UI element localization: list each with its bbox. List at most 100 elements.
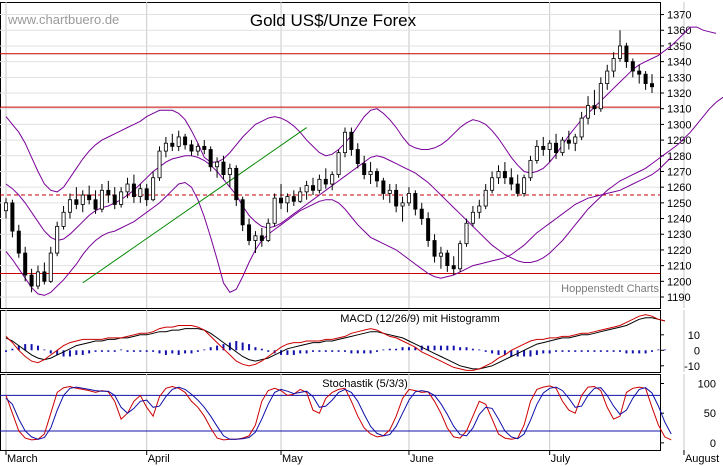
candle-body-35 [227, 167, 232, 176]
candle-body-11 [74, 199, 79, 205]
candle-body-45 [291, 196, 296, 202]
candle-body-71 [458, 243, 463, 270]
stoch-ytick-label-0: 0 [710, 438, 716, 450]
candle-body-75 [483, 189, 488, 207]
ytick-label-1320: 1320 [667, 88, 691, 100]
candle-body-79 [509, 177, 514, 185]
candle-body-12 [80, 194, 85, 205]
candle-body-6 [42, 271, 47, 282]
candle-body-84 [541, 145, 546, 150]
candle-body-64 [413, 193, 418, 210]
candle-body-43 [279, 197, 284, 204]
candle-body-53 [342, 131, 347, 154]
ytick-label-1220: 1220 [667, 245, 691, 257]
candle-body-49 [317, 178, 322, 191]
candle-body-48 [311, 185, 316, 191]
candle-body-74 [477, 205, 482, 213]
chart-title: Gold US$/Unze Forex [250, 11, 417, 30]
macd-line-0 [5, 317, 665, 370]
candle-body-81 [522, 177, 527, 194]
ytick-label-1300: 1300 [667, 119, 691, 131]
candle-body-31 [202, 145, 207, 150]
ytick-label-1340: 1340 [667, 57, 691, 69]
candle-body-22 [144, 188, 149, 201]
ytick-label-1260: 1260 [667, 182, 691, 194]
stoch-ytick-label-50: 50 [704, 408, 716, 420]
ytick-label-1350: 1350 [667, 41, 691, 53]
candle-body-13 [87, 194, 92, 201]
stoch-line-0 [5, 385, 672, 441]
candle-body-4 [29, 274, 34, 287]
candle-body-38 [247, 224, 252, 241]
bollinger-lower [5, 157, 672, 296]
candle-body-85 [547, 142, 552, 150]
candle-body-66 [426, 218, 431, 241]
candle-body-51 [330, 174, 335, 185]
stochastic-title: Stochastik (5/3/3) [322, 378, 408, 390]
candle-body-80 [515, 183, 520, 194]
candle-body-20 [131, 183, 136, 197]
candle-body-15 [99, 189, 104, 210]
macd-ytick-label-0: 0 [694, 345, 700, 357]
candle-body-1 [10, 202, 15, 232]
candle-body-73 [470, 211, 475, 224]
ytick-label-1290: 1290 [667, 135, 691, 147]
candle-body-26 [170, 142, 175, 147]
candle-body-69 [445, 252, 450, 267]
candle-body-96 [618, 45, 623, 59]
candle-body-7 [48, 252, 53, 282]
candle-body-78 [502, 171, 507, 179]
ytick-label-1280: 1280 [667, 151, 691, 163]
xtick-label-2: May [282, 453, 303, 465]
macd-line-1 [5, 314, 665, 371]
candle-body-5 [35, 271, 40, 287]
candle-body-58 [374, 171, 379, 182]
candle-body-89 [573, 136, 578, 144]
candle-body-90 [579, 117, 584, 138]
ytick-label-1210: 1210 [667, 261, 691, 273]
candle-body-16 [106, 189, 111, 196]
candle-body-65 [419, 208, 424, 219]
xtick-label-5: August [685, 453, 719, 465]
candle-body-0 [4, 202, 9, 212]
candle-body-86 [554, 142, 559, 154]
ytick-label-1330: 1330 [667, 72, 691, 84]
candle-body-30 [195, 145, 200, 152]
bollinger-upper [5, 26, 717, 193]
candle-body-2 [16, 230, 21, 254]
candle-body-57 [368, 171, 373, 176]
candle-body-99 [637, 70, 642, 75]
macd-ytick-label--10: -10 [684, 361, 700, 373]
candle-body-63 [406, 193, 411, 204]
ytick-label-1370: 1370 [667, 10, 691, 22]
candle-body-50 [323, 178, 328, 185]
candle-body-61 [394, 189, 399, 207]
xtick-label-3: June [410, 453, 434, 465]
candle-body-44 [285, 196, 290, 204]
xtick-label-0: March [7, 453, 38, 465]
candle-body-29 [189, 144, 194, 152]
candle-body-28 [183, 136, 188, 146]
candle-body-59 [381, 180, 386, 194]
candle-body-54 [349, 131, 354, 150]
ytick-label-1240: 1240 [667, 214, 691, 226]
candle-body-32 [208, 149, 213, 168]
candle-body-60 [387, 189, 392, 194]
x-axis: MarchAprilMayJuneJulyAugustSeptember [5, 450, 719, 465]
ytick-label-1200: 1200 [667, 276, 691, 288]
ytick-label-1270: 1270 [667, 166, 691, 178]
candle-body-36 [234, 167, 239, 201]
candle-body-10 [67, 199, 72, 213]
candle-body-42 [272, 197, 277, 224]
stochastic-panel: 0 50 100 [0, 374, 716, 451]
candle-body-67 [432, 240, 437, 257]
candle-body-3 [23, 252, 28, 276]
candle-body-94 [605, 70, 610, 84]
candle-body-88 [566, 139, 571, 144]
candle-body-33 [215, 161, 220, 168]
ytick-label-1360: 1360 [667, 25, 691, 37]
candle-body-101 [650, 83, 655, 88]
candle-body-34 [221, 161, 226, 176]
macd-title: MACD (12/26/9) mit Histogramm [340, 313, 500, 325]
